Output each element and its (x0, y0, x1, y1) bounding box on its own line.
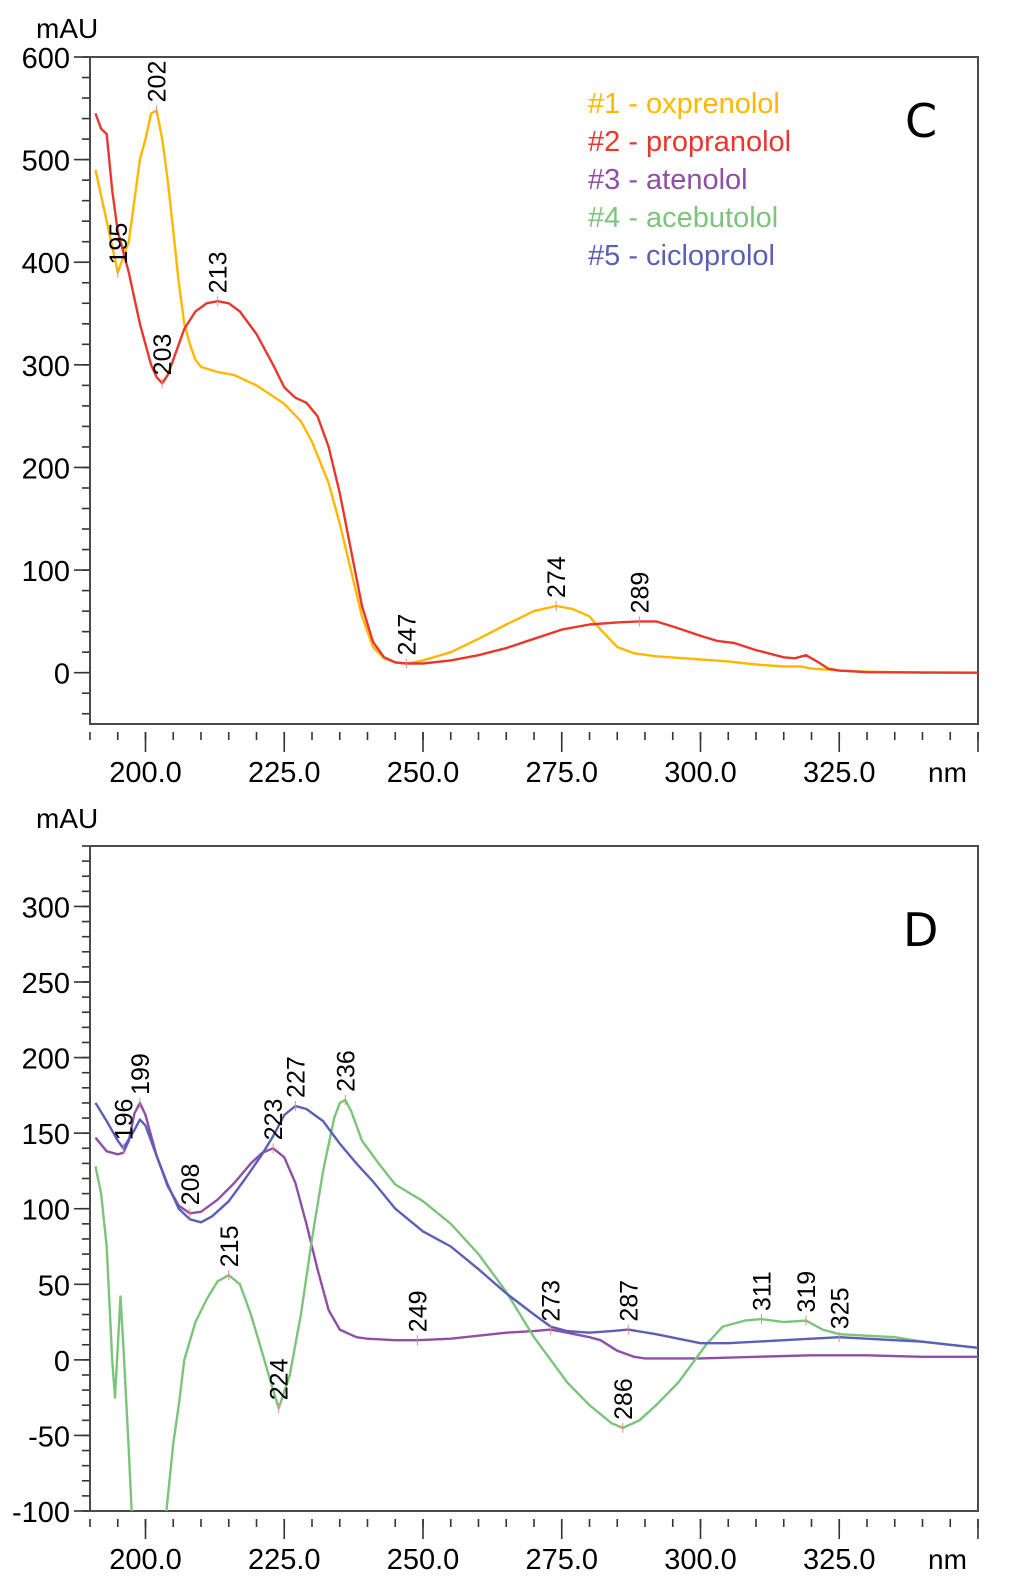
x-tick-label: 200.0 (109, 1544, 182, 1576)
peak-label: 196 (110, 1099, 138, 1141)
y-tick-label: 250 (22, 968, 70, 1000)
y-tick-label: 100 (22, 556, 70, 588)
peak-label: 274 (543, 556, 571, 598)
series-line-oxprenolol (94, 109, 978, 674)
peak-label: 208 (177, 1164, 205, 1206)
y-tick-label: 300 (22, 892, 70, 924)
plot-frame (89, 56, 979, 725)
panel-d-chart: mAU -100 -50 0 50 100 150 200 250 300 200.0 225.0 2… (12, 803, 979, 1576)
series-line-atenolol (94, 1101, 978, 1360)
series-layer (94, 109, 978, 674)
peak-label: 195 (105, 223, 133, 265)
peak-label: 319 (793, 1271, 821, 1313)
series-line-acebutolol (94, 1098, 978, 1511)
y-tick-label: 200 (22, 1044, 70, 1076)
y-tick-label: 50 (38, 1270, 70, 1302)
plot-frame (89, 845, 979, 1512)
peak-label: 249 (404, 1290, 432, 1332)
legend-entry-atenolol: #3 - atenolol (588, 164, 748, 196)
x-axis-label: nm (928, 757, 967, 788)
x-tick-label: 275.0 (525, 757, 598, 789)
y-tick-label: 500 (22, 146, 70, 178)
peak-label: 236 (332, 1050, 360, 1092)
y-tick-label: 0 (54, 659, 70, 691)
y-tick-label: 300 (22, 351, 70, 383)
axis-ticks: 0 100 200 300 400 500 600 200.0 225.0 250.0 275.0 3… (22, 43, 979, 789)
peak-label: 224 (266, 1358, 294, 1400)
legend-entry-oxprenolol: #1 - oxprenolol (588, 88, 780, 120)
y-tick-label: 200 (22, 453, 70, 485)
axis-ticks: -100 -50 0 50 100 150 200 250 300 200.0 225.0 250.0… (12, 845, 979, 1576)
y-tick-label: 400 (22, 248, 70, 280)
peak-label: 223 (260, 1099, 288, 1141)
x-tick-label: 300.0 (664, 757, 737, 789)
x-axis-label: nm (928, 1544, 967, 1575)
x-tick-label: 300.0 (664, 1544, 737, 1576)
y-tick-label: 150 (22, 1119, 70, 1151)
peak-label: 273 (538, 1280, 566, 1322)
y-tick-label: -50 (28, 1421, 70, 1453)
y-tick-label: 100 (22, 1195, 70, 1227)
y-axis-label: mAU (36, 803, 98, 834)
peak-label: 286 (610, 1378, 638, 1420)
y-tick-label: 0 (54, 1346, 70, 1378)
peak-label: 202 (144, 61, 172, 103)
legend-entry-acebutolol: #4 - acebutolol (588, 202, 778, 234)
legend-entry-cicloprolol: #5 - cicloprolol (588, 240, 775, 272)
peak-labels: 195 202 203 213 247 274 289 (105, 61, 654, 669)
x-tick-label: 250.0 (387, 757, 460, 789)
peak-label: 311 (749, 1271, 777, 1311)
x-tick-label: 250.0 (387, 1544, 460, 1576)
x-tick-label: 200.0 (109, 757, 182, 789)
legend-entry-propranolol: #2 - propranolol (588, 126, 791, 158)
series-line-propranolol (94, 112, 978, 674)
peak-label: 213 (205, 252, 233, 294)
peak-labels: 196 199 208 215 223 224 227 236 249 273 286 287 311 3… (110, 1050, 854, 1433)
y-tick-label: 600 (22, 43, 70, 75)
panel-letter: C (905, 94, 937, 148)
x-tick-label: 275.0 (525, 1544, 598, 1576)
panel-c-chart: mAU 0 100 200 300 400 500 600 200.0 225.0 250.0 27… (22, 13, 979, 789)
panel-letter: D (903, 903, 938, 957)
peak-label: 247 (393, 614, 421, 656)
y-axis-label: mAU (36, 13, 98, 44)
peak-label: 227 (282, 1056, 310, 1098)
peak-label: 199 (127, 1053, 155, 1095)
x-tick-label: 225.0 (248, 757, 321, 789)
legend: #1 - oxprenolol #2 - propranolol #3 - at… (588, 88, 791, 272)
peak-label: 287 (615, 1280, 643, 1322)
y-tick-label: -100 (12, 1497, 70, 1529)
peak-label: 215 (216, 1226, 244, 1268)
series-line-cicloprolol (94, 1102, 978, 1349)
series-layer (94, 1098, 978, 1511)
x-tick-label: 325.0 (803, 757, 876, 789)
peak-label: 289 (626, 572, 654, 614)
peak-label: 325 (826, 1287, 854, 1329)
x-tick-label: 225.0 (248, 1544, 321, 1576)
peak-label: 203 (149, 334, 177, 376)
x-tick-label: 325.0 (803, 1544, 876, 1576)
